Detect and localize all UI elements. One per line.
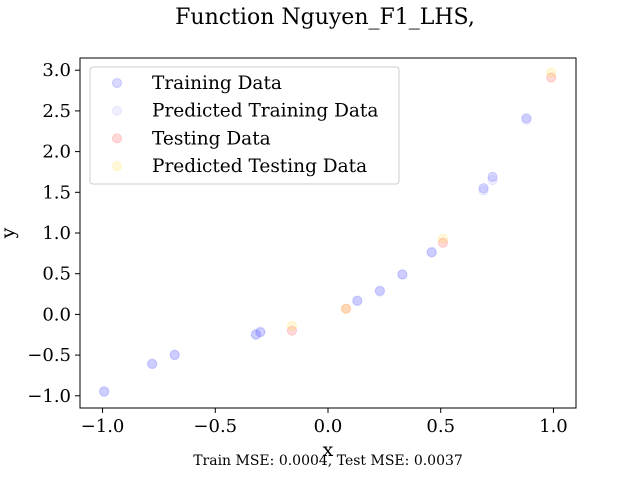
data-point (340, 303, 352, 314)
y-tick-label: 0.5 (42, 264, 71, 285)
data-point (546, 67, 557, 78)
y-tick-label: −1.0 (27, 386, 71, 407)
legend-frame (89, 66, 400, 185)
legend-label: Training Data (152, 73, 282, 94)
data-point (478, 183, 489, 194)
y-tick-label: 1.0 (42, 223, 71, 244)
y-tick-label: 2.0 (42, 142, 71, 163)
data-point (546, 72, 557, 83)
data-point (147, 358, 158, 370)
data-point (397, 269, 408, 280)
data-point (286, 325, 298, 336)
data-point (340, 303, 352, 314)
data-point (487, 171, 498, 182)
legend-label: Testing Data (152, 128, 271, 149)
y-tick-label: 1.5 (42, 182, 71, 203)
data-point (437, 237, 449, 248)
y-axis-label: y (0, 227, 19, 239)
x-tick-label: 0.0 (314, 416, 343, 437)
chart-title: Function Nguyen_F1_LHS, (175, 5, 475, 30)
legend-marker (111, 161, 123, 172)
data-point (487, 174, 498, 186)
legend-label: Predicted Testing Data (152, 156, 367, 177)
data-point (397, 269, 408, 280)
x-tick-label: −0.5 (193, 416, 237, 437)
data-point (521, 114, 532, 125)
data-point (255, 327, 266, 338)
data-point (352, 295, 363, 306)
y-tick-label: 0.0 (42, 304, 71, 325)
data-point (147, 358, 158, 369)
data-point (352, 296, 363, 307)
data-point (250, 329, 261, 340)
x-tick-label: 1.0 (539, 416, 568, 437)
data-point (250, 328, 261, 340)
series-0 (99, 113, 532, 397)
legend-label: Predicted Training Data (152, 101, 378, 122)
data-point (521, 113, 532, 124)
data-point (426, 246, 437, 257)
data-point (286, 320, 298, 331)
data-point (99, 385, 110, 397)
y-tick-label: 3.0 (42, 60, 71, 81)
legend-marker (111, 105, 123, 116)
series-2 (286, 72, 557, 336)
series-1 (99, 114, 532, 397)
data-point (374, 285, 385, 296)
y-tick-label: −0.5 (27, 345, 71, 366)
data-point (426, 247, 437, 258)
x-tick-label: 0.5 (426, 416, 455, 437)
data-point (99, 386, 110, 397)
data-point (478, 185, 489, 196)
mse-footer: Train MSE: 0.0004, Test MSE: 0.0037 (193, 453, 463, 469)
legend-marker (111, 133, 123, 144)
x-tick-label: −1.0 (81, 416, 125, 437)
data-point (255, 326, 266, 337)
data-point (374, 286, 385, 297)
y-tick-label: 2.5 (42, 101, 71, 122)
series-3 (286, 67, 557, 331)
legend: Training Data Predicted Training Data Test… (89, 66, 400, 185)
data-point (169, 349, 180, 360)
data-point (437, 233, 449, 244)
x-axis-label: x (323, 439, 334, 461)
data-point (169, 349, 180, 361)
legend-marker (111, 77, 123, 89)
